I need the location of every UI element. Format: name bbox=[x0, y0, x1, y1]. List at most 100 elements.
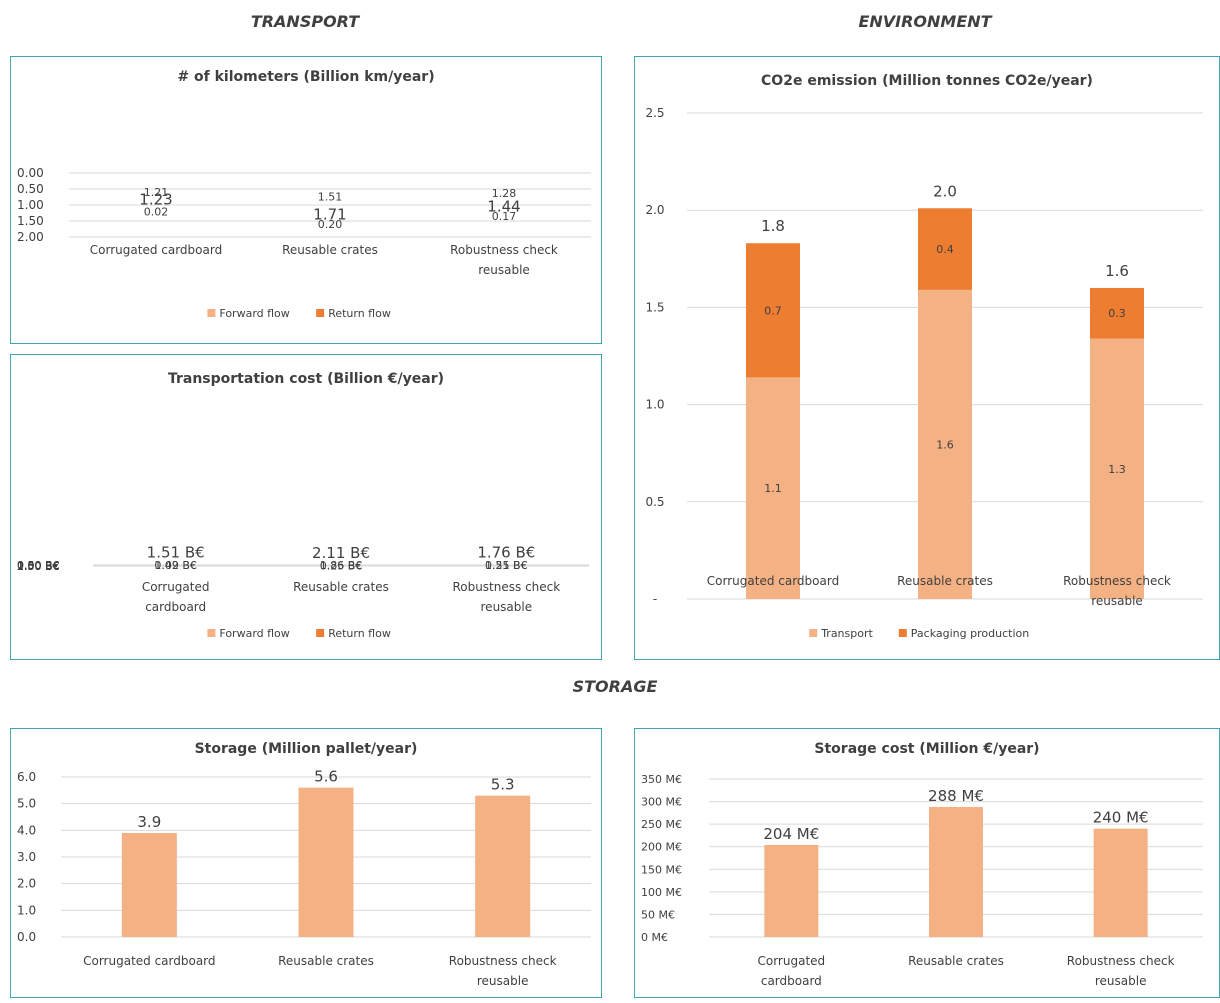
data-label: 1.3 bbox=[1108, 463, 1126, 476]
category-label: reusable bbox=[477, 974, 529, 988]
total-label: 2.0 bbox=[933, 182, 957, 200]
total-label: 240 M€ bbox=[1093, 809, 1149, 827]
data-label: 1.1 bbox=[764, 482, 782, 495]
total-label: 1.51 B€ bbox=[147, 544, 205, 562]
total-label: 1.6 bbox=[1105, 262, 1129, 280]
bar-segment-1 bbox=[475, 795, 531, 937]
total-label: 1.71 bbox=[313, 206, 346, 224]
category-label: Robustness check bbox=[452, 580, 560, 594]
category-label: Robustness check bbox=[1063, 574, 1171, 588]
total-label: 1.23 bbox=[139, 190, 172, 208]
category-label: cardboard bbox=[761, 974, 822, 988]
category-label: reusable bbox=[478, 263, 530, 277]
y-tick-label: 2.0 bbox=[645, 203, 664, 217]
bar-segment-1 bbox=[918, 289, 972, 599]
data-label: 1.6 bbox=[936, 438, 954, 451]
y-tick-label: 200 M€ bbox=[641, 841, 682, 854]
data-label: 0.25 B€ bbox=[320, 559, 363, 572]
data-label: 1.86 B€ bbox=[320, 559, 363, 572]
chart-km: # of kilometers (Billion km/year) 0.00 0.5… bbox=[17, 69, 591, 320]
y-tick-label: 0.5 bbox=[645, 495, 664, 509]
data-label: 1.55 B€ bbox=[485, 559, 528, 572]
y-tick-label: 300 M€ bbox=[641, 796, 682, 809]
legend-label: Packaging production bbox=[911, 627, 1029, 640]
y-tick-label: - bbox=[653, 592, 657, 606]
category-label: Robustness check bbox=[449, 954, 557, 968]
y-tick-label: 150 M€ bbox=[641, 863, 682, 876]
data-label: 0.02 bbox=[144, 206, 169, 219]
total-label: 288 M€ bbox=[928, 787, 984, 805]
chart-title: # of kilometers (Billion km/year) bbox=[177, 69, 434, 85]
data-label: 1.28 bbox=[492, 187, 517, 200]
y-tick-label: 250 M€ bbox=[641, 818, 682, 831]
data-label: 0.02 B€ bbox=[154, 559, 197, 572]
y-tick-label: 3.0 bbox=[17, 850, 36, 864]
category-label: Corrugated cardboard bbox=[90, 243, 222, 257]
category-label: reusable bbox=[481, 600, 533, 614]
y-tick-label: 5.0 bbox=[17, 797, 36, 811]
category-label: Reusable crates bbox=[897, 574, 993, 588]
chart-panel-storage-cost: Storage cost (Million €/year) 0 M€ 50 M€ 10… bbox=[634, 728, 1220, 998]
bar-segment-1 bbox=[298, 787, 354, 937]
data-label: 0.4 bbox=[936, 243, 954, 256]
legend-swatch bbox=[207, 309, 216, 317]
legend-swatch bbox=[207, 629, 216, 637]
legend-label: Forward flow bbox=[219, 307, 289, 320]
total-label: 1.8 bbox=[761, 217, 785, 235]
category-label: Corrugated bbox=[142, 580, 210, 594]
chart-storage: Storage (Million pallet/year) 0.0 1.0 2.0 3.… bbox=[17, 741, 591, 988]
category-label: Reusable crates bbox=[278, 954, 374, 968]
bar-segment-1 bbox=[929, 806, 983, 937]
y-tick-label: 6.0 bbox=[17, 770, 36, 784]
y-tick-label: 0.50 bbox=[17, 182, 44, 196]
legend-label: Forward flow bbox=[219, 627, 289, 640]
category-label: Reusable crates bbox=[293, 580, 389, 594]
y-tick-label: 2.0 bbox=[17, 877, 36, 891]
section-title-transport: TRANSPORT bbox=[250, 12, 360, 31]
category-label: Corrugated cardboard bbox=[707, 574, 839, 588]
data-label: 1.21 bbox=[144, 186, 169, 199]
chart-panel-storage: Storage (Million pallet/year) 0.0 1.0 2.0 3.… bbox=[10, 728, 602, 998]
total-label: 1.76 B€ bbox=[477, 544, 535, 562]
y-tick-label: 1.00 B€ bbox=[17, 559, 60, 572]
section-title-environment: ENVIRONMENT bbox=[858, 12, 992, 31]
y-tick-label: 1.00 bbox=[17, 198, 44, 212]
legend-swatch bbox=[316, 309, 325, 317]
data-label: 1.49 B€ bbox=[154, 559, 197, 572]
category-label: reusable bbox=[1091, 594, 1143, 608]
y-tick-label: 1.50 B€ bbox=[17, 560, 60, 573]
category-label: Robustness check bbox=[450, 243, 558, 257]
data-label: 0.21 B€ bbox=[485, 559, 528, 572]
data-label: 1.51 bbox=[318, 191, 343, 204]
y-tick-label: 350 M€ bbox=[641, 773, 682, 786]
chart-panel-co2: CO2e emission (Million tonnes CO2e/year)… bbox=[634, 56, 1220, 660]
bar-segment-1 bbox=[121, 833, 177, 937]
y-tick-label: 1.50 bbox=[17, 214, 44, 228]
y-tick-label: 0.0 bbox=[17, 930, 36, 944]
legend-swatch bbox=[898, 629, 907, 637]
data-label: 0.3 bbox=[1108, 307, 1126, 320]
y-tick-label: 1.0 bbox=[17, 903, 36, 917]
total-label: 5.6 bbox=[314, 768, 338, 786]
data-label: 0.17 bbox=[492, 210, 517, 223]
y-tick-label: 100 M€ bbox=[641, 886, 682, 899]
category-label: Reusable crates bbox=[908, 954, 1004, 968]
y-tick-label: 1.5 bbox=[645, 300, 664, 314]
chart-title: Storage (Million pallet/year) bbox=[195, 741, 418, 757]
y-tick-label: 0.50 B€ bbox=[17, 559, 60, 572]
y-tick-label: 50 M€ bbox=[641, 908, 675, 921]
total-label: 2.11 B€ bbox=[312, 544, 370, 562]
category-label: Corrugated bbox=[757, 954, 825, 968]
category-label: Corrugated cardboard bbox=[83, 954, 215, 968]
chart-title: Transportation cost (Billion €/year) bbox=[168, 371, 444, 387]
bar-segment-1 bbox=[764, 844, 819, 937]
y-tick-label: 0.00 bbox=[17, 166, 44, 180]
section-title-storage: STORAGE bbox=[572, 677, 658, 696]
chart-co2: CO2e emission (Million tonnes CO2e/year)… bbox=[645, 73, 1203, 640]
y-tick-label: 2.50 B€ bbox=[17, 560, 60, 573]
bar-segment-1 bbox=[1090, 338, 1144, 599]
legend-label: Return flow bbox=[328, 307, 391, 320]
total-label: 204 M€ bbox=[763, 825, 819, 843]
legend-swatch bbox=[809, 629, 818, 637]
y-tick-label: 2.00 B€ bbox=[17, 560, 60, 573]
